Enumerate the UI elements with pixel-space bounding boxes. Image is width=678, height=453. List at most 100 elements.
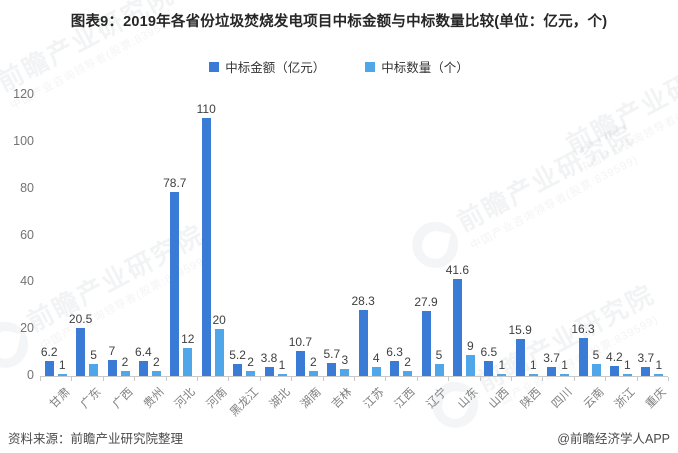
- x-axis-label: 重庆: [644, 386, 669, 411]
- x-axis-label: 黑龙江: [227, 386, 261, 420]
- x-axis-label: 贵州: [141, 386, 167, 411]
- legend-item-amount: 中标金额（亿元）: [209, 57, 325, 76]
- amount-value-label: 6.3: [386, 345, 403, 360]
- amount-value-label: 28.3: [351, 293, 375, 308]
- x-axis-tick: [71, 377, 73, 381]
- legend-swatch-amount-icon: [209, 61, 220, 72]
- x-axis-tick: [322, 377, 324, 381]
- amount-value-label: 3.7: [637, 351, 655, 366]
- amount-bar: [641, 367, 651, 376]
- y-axis-tick-label: 100: [13, 133, 34, 148]
- credit-note: @前瞻经济学人APP: [557, 432, 670, 446]
- count-value-label: 2: [121, 355, 129, 370]
- amount-value-label: 7: [108, 343, 116, 358]
- amount-value-label: 16.3: [571, 321, 595, 336]
- count-bar: [528, 373, 538, 376]
- amount-bar: [484, 360, 494, 376]
- x-axis-tick: [291, 377, 293, 381]
- x-axis-label: 吉林: [330, 386, 355, 411]
- count-bar: [434, 364, 444, 376]
- amount-bar: [233, 363, 243, 376]
- count-bar: [340, 368, 350, 376]
- count-bar: [308, 371, 318, 376]
- x-axis-tick: [197, 377, 198, 381]
- count-bar: [246, 371, 256, 376]
- amount-value-label: 3.8: [260, 351, 278, 366]
- amount-bar: [201, 118, 211, 376]
- x-axis-label: 江西: [392, 386, 418, 411]
- amount-value-label: 4.2: [606, 350, 623, 365]
- count-value-label: 1: [58, 357, 66, 372]
- x-axis-label: 浙江: [612, 386, 638, 411]
- count-value-label: 2: [153, 355, 160, 370]
- amount-bar: [515, 338, 525, 376]
- count-value-label: 1: [655, 357, 663, 372]
- legend-swatch-count-icon: [365, 61, 376, 72]
- count-value-label: 1: [498, 357, 506, 372]
- amount-value-label: 15.9: [508, 322, 532, 337]
- count-bar: [465, 354, 475, 376]
- y-axis-tick-label: 60: [20, 227, 34, 242]
- amount-bar: [107, 359, 117, 376]
- x-axis-label: 江苏: [361, 386, 387, 411]
- amount-bar: [578, 337, 588, 376]
- y-axis-tick-label: 40: [20, 274, 34, 289]
- amount-value-label: 20.5: [68, 311, 93, 326]
- x-axis-label: 云南: [581, 386, 607, 411]
- count-value-label: 20: [212, 313, 226, 328]
- amount-value-label: 6.4: [135, 345, 152, 359]
- x-axis-tick: [40, 377, 41, 381]
- x-axis-label: 四川: [549, 386, 575, 411]
- legend-item-count: 中标数量（个）: [365, 57, 469, 76]
- amount-bar: [170, 191, 180, 376]
- count-value-label: 12: [181, 331, 195, 346]
- x-axis-tick: [448, 377, 450, 381]
- amount-value-label: 3.7: [543, 351, 560, 366]
- count-value-label: 9: [467, 338, 474, 353]
- count-bar: [120, 371, 130, 376]
- chart-title: 图表9：2019年各省份垃圾焚烧发电项目中标金额与中标数量比较(单位：亿元，个): [70, 14, 608, 30]
- count-bar: [277, 373, 287, 376]
- amount-bar: [609, 366, 619, 376]
- count-bar: [57, 373, 67, 376]
- amount-value-label: 110: [196, 102, 216, 117]
- x-axis-label: 湖北: [267, 386, 293, 411]
- count-value-label: 1: [529, 357, 537, 372]
- amount-bar: [358, 309, 368, 376]
- count-bar: [560, 373, 570, 376]
- count-value-label: 2: [310, 355, 317, 370]
- x-axis-tick: [416, 377, 418, 381]
- count-value-label: 1: [624, 357, 631, 372]
- x-axis-label: 湖南: [298, 386, 324, 411]
- x-axis-label: 辽宁: [424, 386, 450, 411]
- amount-bar: [547, 367, 557, 376]
- count-bar: [497, 373, 507, 376]
- x-axis-tick: [479, 377, 481, 381]
- x-axis-tick: [165, 377, 167, 381]
- x-axis-label: 陕西: [518, 386, 544, 411]
- y-axis-tick-label: 120: [13, 87, 34, 101]
- count-bar: [622, 373, 632, 376]
- x-axis-label: 广东: [78, 386, 104, 411]
- amount-value-label: 41.6: [445, 262, 470, 277]
- amount-value-label: 6.2: [40, 345, 58, 360]
- y-axis-tick-label: 0: [27, 368, 34, 382]
- legend-label-amount: 中标金额（亿元）: [225, 61, 326, 75]
- count-bar: [151, 371, 161, 376]
- amount-bar: [295, 350, 305, 376]
- amount-bar: [138, 361, 148, 376]
- count-value-label: 4: [372, 350, 380, 365]
- amount-bar: [327, 362, 337, 376]
- amount-value-label: 27.9: [414, 294, 438, 309]
- count-bar: [89, 364, 99, 376]
- count-value-label: 5: [435, 348, 443, 363]
- count-value-label: 1: [278, 357, 286, 372]
- source-note: 资料来源：前瞻产业研究院整理: [8, 432, 184, 446]
- x-axis-tick: [573, 377, 575, 381]
- amount-value-label: 10.7: [288, 334, 313, 349]
- count-bar: [371, 366, 381, 376]
- legend-label-count: 中标数量（个）: [381, 61, 469, 75]
- x-axis-tick: [511, 377, 512, 381]
